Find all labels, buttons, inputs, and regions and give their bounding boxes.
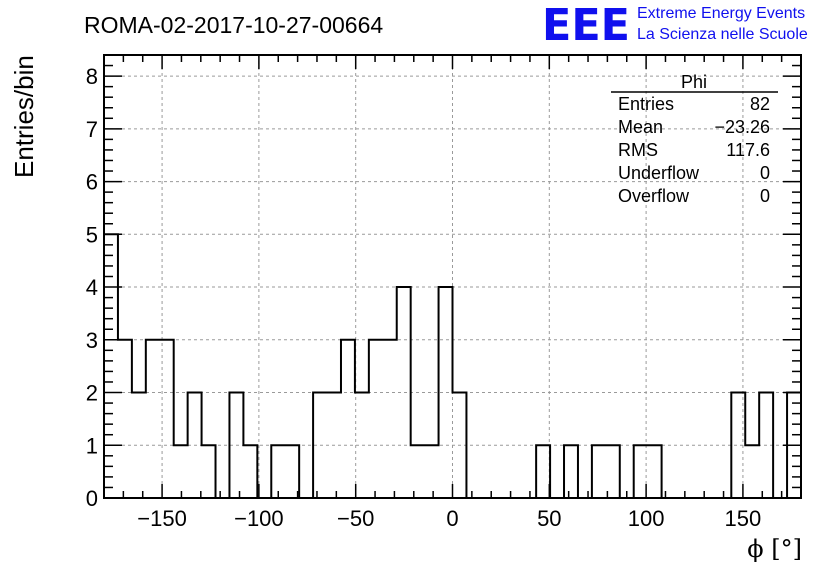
logo-line-2: La Scienza nelle Scuole [637,26,808,43]
x-tick-label-0: −150 [137,506,187,531]
y-tick-label-8: 8 [86,64,98,89]
y-tick-label-1: 1 [86,433,98,458]
y-tick-label-3: 3 [86,328,98,353]
stats-label-overflow: Overflow [618,186,690,206]
stats-box: Phi Entries 82 Mean −23.26 RMS 117.6 Und… [611,72,778,206]
stats-value-rms: 117.6 [726,140,770,160]
tick-labels: −150 −100 −50 0 50 100 150 0 1 2 3 4 5 6 7 8 [86,64,762,531]
y-tick-label-2: 2 [86,381,98,406]
x-tick-label-6: 150 [725,506,762,531]
x-tick-label-4: 50 [537,506,561,531]
x-tick-label-1: −100 [234,506,284,531]
stats-label-rms: RMS [618,140,658,160]
logo-line-1: Extreme Energy Events [637,5,805,22]
y-tick-label-0: 0 [86,486,98,511]
stats-value-entries: 82 [750,94,770,114]
stats-label-mean: Mean [618,117,663,137]
y-tick-label-4: 4 [86,275,98,300]
axis-ticks [104,55,801,499]
x-tick-label-2: −50 [337,506,374,531]
eee-logo: EEE Extreme Energy Events La Scienza nel… [542,0,808,51]
eee-logo-text: EEE [542,0,630,51]
grid-lines [104,55,801,498]
stats-label-underflow: Underflow [618,163,700,183]
y-tick-label-5: 5 [86,222,98,247]
stats-box-title: Phi [681,72,707,92]
stats-value-overflow: 0 [760,186,770,206]
chart-title: ROMA-02-2017-10-27-00664 [84,12,383,38]
x-tick-label-3: 0 [446,506,458,531]
x-axis-label: ϕ [°] [747,535,802,563]
stats-value-underflow: 0 [760,163,770,183]
y-tick-label-7: 7 [86,117,98,142]
y-tick-label-6: 6 [86,170,98,195]
stats-value-mean: −23.26 [714,117,770,137]
stats-label-entries: Entries [618,94,674,114]
x-tick-label-5: 100 [628,506,665,531]
y-axis-label: Entries/bin [9,55,39,178]
